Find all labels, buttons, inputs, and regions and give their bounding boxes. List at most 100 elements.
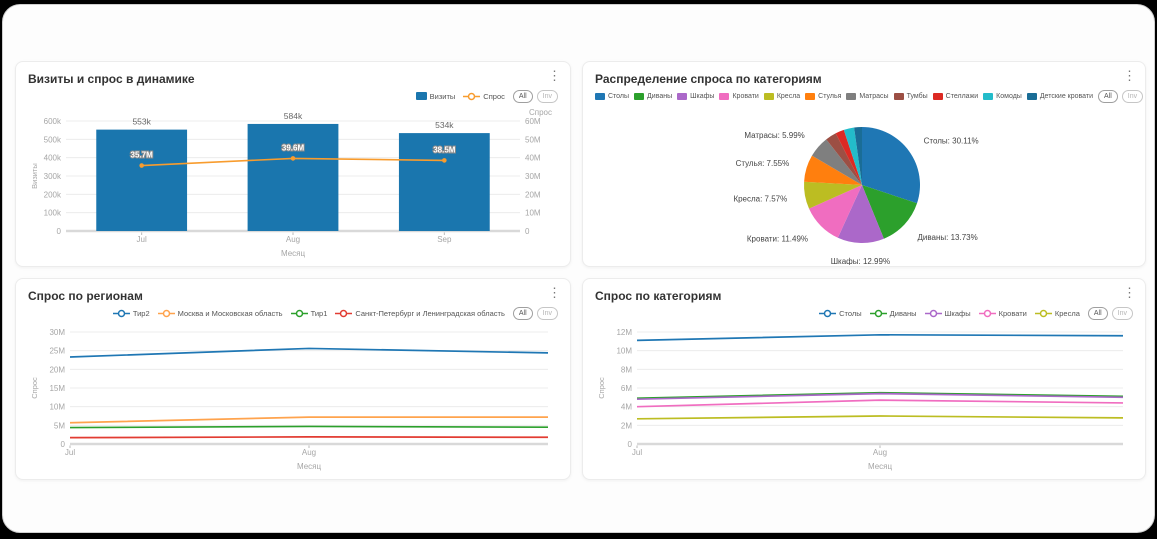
all-button[interactable]: All — [1098, 89, 1118, 103]
svg-text:300k: 300k — [44, 172, 62, 181]
svg-text:25M: 25M — [49, 347, 65, 356]
legend-item[interactable]: Спрос — [463, 92, 505, 101]
legend-item[interactable]: Детские кровати — [1026, 92, 1093, 100]
dashboard-window: Визиты и спрос в динамике ⋮ Визиты Спрос A… — [2, 4, 1155, 533]
svg-text:6M: 6M — [621, 384, 632, 393]
legend-item[interactable]: Диваны — [869, 308, 917, 318]
svg-text:20M: 20M — [525, 190, 541, 199]
legend-label: Стулья — [818, 92, 842, 100]
more-options-icon[interactable]: ⋮ — [548, 285, 561, 300]
legend-line-marker-icon — [335, 309, 353, 317]
legend-item[interactable]: Визиты — [415, 92, 455, 101]
svg-text:Jul: Jul — [137, 235, 147, 244]
legend-item[interactable]: Диваны — [634, 92, 673, 100]
legend-label: Кресла — [776, 92, 801, 100]
legend-item[interactable]: Комоды — [983, 92, 1022, 100]
legend-label: Матрасы — [859, 92, 889, 100]
inv-button[interactable]: Inv — [536, 89, 558, 103]
legend-swatch-icon — [763, 92, 774, 100]
legend-line-marker-icon — [924, 309, 942, 317]
more-options-icon[interactable]: ⋮ — [548, 68, 561, 83]
legend-label: Диваны — [889, 308, 917, 318]
legend-swatch-icon — [415, 92, 427, 100]
svg-text:40M: 40M — [525, 154, 541, 163]
svg-text:600k: 600k — [44, 117, 62, 126]
svg-text:Aug: Aug — [286, 235, 300, 244]
all-button[interactable]: All — [512, 89, 533, 103]
svg-text:4M: 4M — [621, 403, 632, 412]
svg-text:Месяц: Месяц — [281, 249, 306, 258]
legend-item[interactable]: Тир1 — [290, 308, 328, 318]
legend-item[interactable]: Кресла — [1034, 308, 1080, 318]
svg-text:Jul: Jul — [65, 448, 75, 457]
svg-text:8M: 8M — [621, 365, 632, 374]
legend-label: Шкафы — [944, 308, 971, 318]
svg-text:Столы: 30.11%: Столы: 30.11% — [924, 137, 979, 146]
inv-button[interactable]: Inv — [1111, 306, 1133, 320]
svg-text:Диваны: 13.73%: Диваны: 13.73% — [917, 233, 977, 242]
svg-text:0: 0 — [525, 227, 530, 236]
combo-chart: 0 0 100k 10M 200k 20M 300k 30M 400k 40M 500k 50M 600… — [30, 108, 552, 258]
pie-chart-area: Столы: 30.11% Диваны: 13.73% Шкафы: 12.99%… — [595, 105, 1133, 266]
svg-text:Jul: Jul — [632, 448, 642, 457]
line-chart: 0 5M 10M 15M 20M 25M 30M Jul Aug Месяц Спрос — [30, 328, 549, 471]
svg-text:500k: 500k — [44, 135, 62, 144]
legend-label: Тир1 — [310, 308, 328, 318]
legend-swatch-icon — [983, 92, 994, 100]
legend-item[interactable]: Столы — [595, 92, 630, 100]
svg-text:553k: 553k — [132, 117, 151, 127]
legend-item[interactable]: Санкт-Петербург и Ленинградская область — [335, 309, 505, 318]
legend-label: Диваны — [647, 92, 673, 100]
legend-item[interactable]: Кровати — [978, 309, 1027, 318]
all-button[interactable]: All — [1087, 306, 1108, 320]
legend-swatch-icon — [634, 92, 645, 100]
svg-text:38.5M: 38.5M — [433, 145, 456, 154]
svg-text:400k: 400k — [44, 154, 62, 163]
svg-text:200k: 200k — [44, 190, 62, 199]
legend-label: Столы — [608, 92, 630, 100]
svg-text:5M: 5M — [54, 421, 65, 430]
legend-item[interactable]: Кровати — [719, 92, 759, 100]
legend-label: Детские кровати — [1039, 92, 1093, 100]
legend-swatch-icon — [893, 92, 904, 100]
inv-button[interactable]: Inv — [536, 306, 558, 320]
filter-pills: All Inv — [1087, 306, 1133, 320]
svg-text:Спрос: Спрос — [529, 108, 552, 117]
svg-text:20M: 20M — [49, 365, 65, 374]
all-button[interactable]: All — [512, 306, 533, 320]
legend-item[interactable]: Москва и Московская область — [157, 308, 283, 318]
legend-item[interactable]: Кресла — [763, 92, 801, 100]
legend-item[interactable]: Матрасы — [846, 92, 889, 100]
inv-button[interactable]: Inv — [1121, 89, 1144, 103]
legend-item[interactable]: Тумбы — [893, 92, 928, 100]
svg-text:Кровати: 11.49%: Кровати: 11.49% — [747, 234, 808, 243]
svg-text:10M: 10M — [525, 209, 541, 218]
legend: Столы Диваны Шкафы Кровати Кресла All Inv — [595, 306, 1133, 320]
svg-text:Sep: Sep — [437, 235, 452, 244]
svg-text:30M: 30M — [525, 172, 541, 181]
legend-label: Кресла — [1054, 308, 1080, 318]
line-chart-area: 0 2M 4M 6M 8M 10M 12M Jul Aug Месяц Спрос — [595, 322, 1133, 477]
legend-label: Кровати — [732, 92, 759, 100]
panel-demand-by-category-lines: Спрос по категориям ⋮ Столы Диваны Шкафы Кр… — [582, 278, 1146, 480]
legend-line-marker-icon — [463, 92, 481, 100]
legend: Визиты Спрос All Inv — [28, 89, 558, 103]
legend-item[interactable]: Тир2 — [112, 308, 150, 318]
legend-item[interactable]: Стеллажи — [932, 92, 978, 100]
legend-label: Комоды — [996, 92, 1022, 100]
panel-visits-demand: Визиты и спрос в динамике ⋮ Визиты Спрос A… — [15, 61, 571, 267]
legend-swatch-icon — [805, 92, 816, 100]
legend-item[interactable]: Шкафы — [677, 92, 714, 100]
legend-label: Тир2 — [132, 308, 150, 318]
filter-pills: All Inv — [1098, 89, 1144, 103]
more-options-icon[interactable]: ⋮ — [1123, 68, 1136, 83]
legend-item[interactable]: Шкафы — [924, 308, 971, 318]
legend-item[interactable]: Столы — [819, 309, 862, 318]
svg-text:10M: 10M — [49, 403, 65, 412]
svg-text:10M: 10M — [616, 347, 632, 356]
legend-label: Москва и Московская область — [177, 308, 283, 318]
legend: Столы Диваны Шкафы Кровати Кресла Стулья Матра… — [595, 89, 1144, 103]
more-options-icon[interactable]: ⋮ — [1123, 285, 1136, 300]
svg-text:Месяц: Месяц — [868, 462, 893, 471]
legend-item[interactable]: Стулья — [805, 92, 842, 100]
